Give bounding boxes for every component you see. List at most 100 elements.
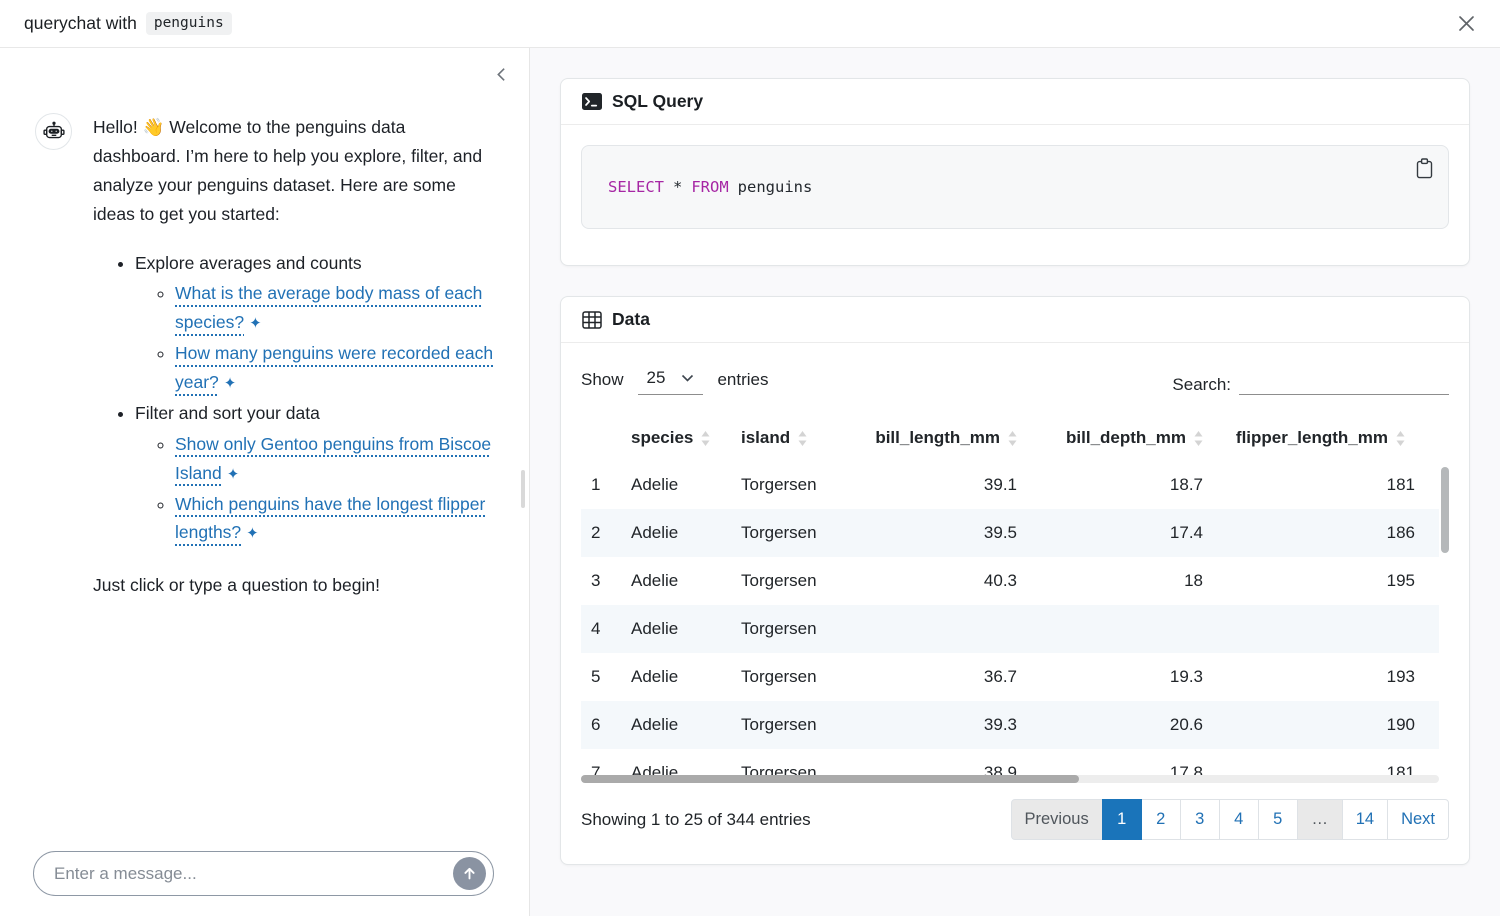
cell-flipper-length: 195 <box>1386 571 1415 590</box>
sort-icon <box>1396 430 1405 446</box>
suggestion-link[interactable]: How many penguins were recorded each yea… <box>175 343 494 392</box>
cell-bill-depth: 19.3 <box>1169 667 1203 686</box>
search-label: Search: <box>1172 375 1231 394</box>
terminal-icon <box>582 93 602 110</box>
horizontal-scrollbar-thumb[interactable] <box>581 775 1079 783</box>
chevron-left-icon <box>494 66 509 83</box>
suggestion-group: Filter and sort your data Show only Gent… <box>135 399 494 547</box>
cell-bill-depth <box>1027 605 1213 653</box>
pagination: Previous 1 2 3 4 5 … 14 Next <box>1010 799 1449 840</box>
sparkle-icon: ✦ <box>249 315 262 333</box>
table-header-row: species island bill_length_mm bill_depth… <box>581 419 1439 461</box>
cell-flipper-length: 193 <box>1386 667 1415 686</box>
chat-input-bar <box>33 851 494 896</box>
chat-sidebar: Hello! 👋 Welcome to the penguins data da… <box>0 48 530 916</box>
table-controls: Show 25 entries Search: <box>581 365 1449 395</box>
pagination-next[interactable]: Next <box>1387 799 1449 840</box>
send-arrow-icon <box>462 866 477 881</box>
table-row[interactable]: 1 Adelie Torgersen 39.1 18.7 181 <box>581 461 1439 509</box>
pagination-page-1[interactable]: 1 <box>1101 799 1142 840</box>
cell-flipper-length <box>1213 605 1439 653</box>
suggestion-item: Show only Gentoo penguins from Biscoe Is… <box>175 430 494 488</box>
sort-icon <box>1008 430 1017 446</box>
page-length-control: Show 25 entries <box>581 365 768 395</box>
sql-card-title: SQL Query <box>612 91 704 111</box>
row-index: 1 <box>591 475 601 494</box>
cell-flipper-length: 186 <box>1386 523 1415 542</box>
cell-species: Adelie <box>631 619 679 638</box>
table-row[interactable]: 3 Adelie Torgersen 40.3 18 195 <box>581 557 1439 605</box>
page-length-select[interactable]: 25 <box>637 365 704 395</box>
send-button[interactable] <box>453 857 486 890</box>
greeting-text: Hello! 👋 Welcome to the penguins data da… <box>93 117 483 224</box>
sort-icon <box>798 430 807 446</box>
table-row[interactable]: 6 Adelie Torgersen 39.3 20.6 190 <box>581 701 1439 749</box>
cell-species: Adelie <box>631 667 679 686</box>
pagination-page-2[interactable]: 2 <box>1140 799 1181 840</box>
page-length-value: 25 <box>646 368 666 387</box>
app-title-text: querychat with <box>24 13 137 33</box>
pagination-previous[interactable]: Previous <box>1010 799 1103 840</box>
sidebar-resize-handle[interactable] <box>521 470 525 508</box>
robot-avatar-icon <box>35 113 72 150</box>
cell-bill-length: 39.3 <box>983 715 1017 734</box>
search-control: Search: <box>1172 370 1449 395</box>
cell-bill-length: 39.1 <box>983 475 1017 494</box>
column-header-species[interactable]: species <box>621 419 731 461</box>
table-row[interactable]: 5 Adelie Torgersen 36.7 19.3 193 <box>581 653 1439 701</box>
column-header-island[interactable]: island <box>731 419 851 461</box>
sparkle-icon: ✦ <box>226 465 240 483</box>
pagination-ellipsis: … <box>1296 799 1343 840</box>
outro-text: Just click or type a question to begin! <box>93 575 380 596</box>
close-button[interactable] <box>1457 14 1476 33</box>
entries-label: entries <box>717 370 769 389</box>
suggestion-link[interactable]: What is the average body mass of each sp… <box>175 283 483 333</box>
pagination-page-4[interactable]: 4 <box>1218 799 1259 840</box>
column-header-bill-length[interactable]: bill_length_mm <box>851 419 1027 461</box>
vertical-scrollbar-thumb[interactable] <box>1441 467 1449 553</box>
show-label: Show <box>581 370 624 389</box>
suggestion-item: How many penguins were recorded each yea… <box>175 339 494 397</box>
copy-button[interactable] <box>1414 156 1435 181</box>
sidebar-collapse-button[interactable] <box>490 62 513 87</box>
cell-bill-depth: 18.7 <box>1169 475 1203 494</box>
horizontal-scrollbar[interactable] <box>581 775 1439 783</box>
sql-code-text: SELECT * FROM penguins <box>608 176 1422 198</box>
pagination-page-14[interactable]: 14 <box>1341 799 1389 840</box>
suggestion-group-label: Explore averages and counts <box>135 252 362 273</box>
sql-keyword: SELECT <box>608 178 664 196</box>
close-icon <box>1457 14 1476 33</box>
suggestion-link[interactable]: Show only Gentoo penguins from Biscoe Is… <box>175 433 492 483</box>
chat-input[interactable] <box>54 863 453 884</box>
table-row[interactable]: 2 Adelie Torgersen 39.5 17.4 186 <box>581 509 1439 557</box>
table-search-input[interactable] <box>1239 370 1449 395</box>
row-index: 4 <box>591 619 601 638</box>
suggestion-list: Explore averages and counts What is the … <box>93 249 494 548</box>
app-header: querychat with penguins <box>0 0 1500 48</box>
suggestion-item: What is the average body mass of each sp… <box>175 279 494 337</box>
cell-island: Torgersen <box>741 715 817 734</box>
cell-island: Torgersen <box>741 619 817 638</box>
cell-bill-depth: 18 <box>1184 571 1203 590</box>
column-header-index <box>581 419 621 461</box>
sort-icon <box>1194 430 1203 446</box>
pagination-page-5[interactable]: 5 <box>1257 799 1298 840</box>
suggestion-item: Which penguins have the longest flipper … <box>175 490 494 548</box>
suggestion-link[interactable]: Which penguins have the longest flipper … <box>175 493 486 543</box>
chat-message-area: Hello! 👋 Welcome to the penguins data da… <box>0 48 529 600</box>
table-row[interactable]: 4 Adelie Torgersen <box>581 605 1439 653</box>
vertical-scrollbar[interactable] <box>1441 467 1449 783</box>
chevron-down-icon <box>681 374 694 382</box>
cell-flipper-length: 181 <box>1386 475 1415 494</box>
cell-species: Adelie <box>631 523 679 542</box>
suggestion-group-label: Filter and sort your data <box>135 402 320 423</box>
data-card-title: Data <box>612 309 650 329</box>
table-footer: Showing 1 to 25 of 344 entries Previous … <box>581 799 1449 840</box>
cell-bill-depth: 20.6 <box>1169 715 1203 734</box>
column-header-flipper-length[interactable]: flipper_length_mm <box>1213 419 1439 461</box>
data-card: Data Show 25 entries <box>560 296 1470 865</box>
column-header-bill-depth[interactable]: bill_depth_mm <box>1027 419 1213 461</box>
cell-species: Adelie <box>631 475 679 494</box>
sql-token: * <box>673 178 683 196</box>
pagination-page-3[interactable]: 3 <box>1179 799 1220 840</box>
